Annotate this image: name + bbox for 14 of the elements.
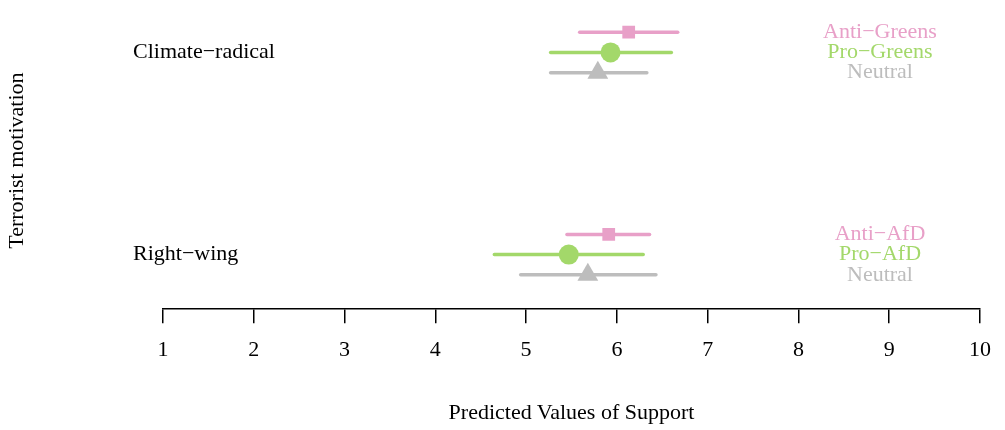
- x-tick-label: 4: [429, 336, 441, 362]
- y-tick-label: Right−wing: [133, 240, 239, 266]
- x-tick-label: 10: [969, 336, 991, 362]
- x-tick-label: 3: [339, 336, 351, 362]
- x-tick-label: 8: [792, 336, 804, 362]
- x-tick-label: 9: [883, 336, 895, 362]
- x-axis-title: Predicted Values of Support: [448, 398, 695, 424]
- x-tick-label: 2: [248, 336, 260, 362]
- x-tick-label: 7: [702, 336, 714, 362]
- x-tick-label: 5: [520, 336, 532, 362]
- y-tick-label: Climate−radical: [133, 38, 275, 64]
- y-axis-title: Terrorist motivation: [2, 72, 28, 249]
- x-tick-label: 1: [157, 336, 169, 362]
- x-tick-label: 6: [611, 336, 623, 362]
